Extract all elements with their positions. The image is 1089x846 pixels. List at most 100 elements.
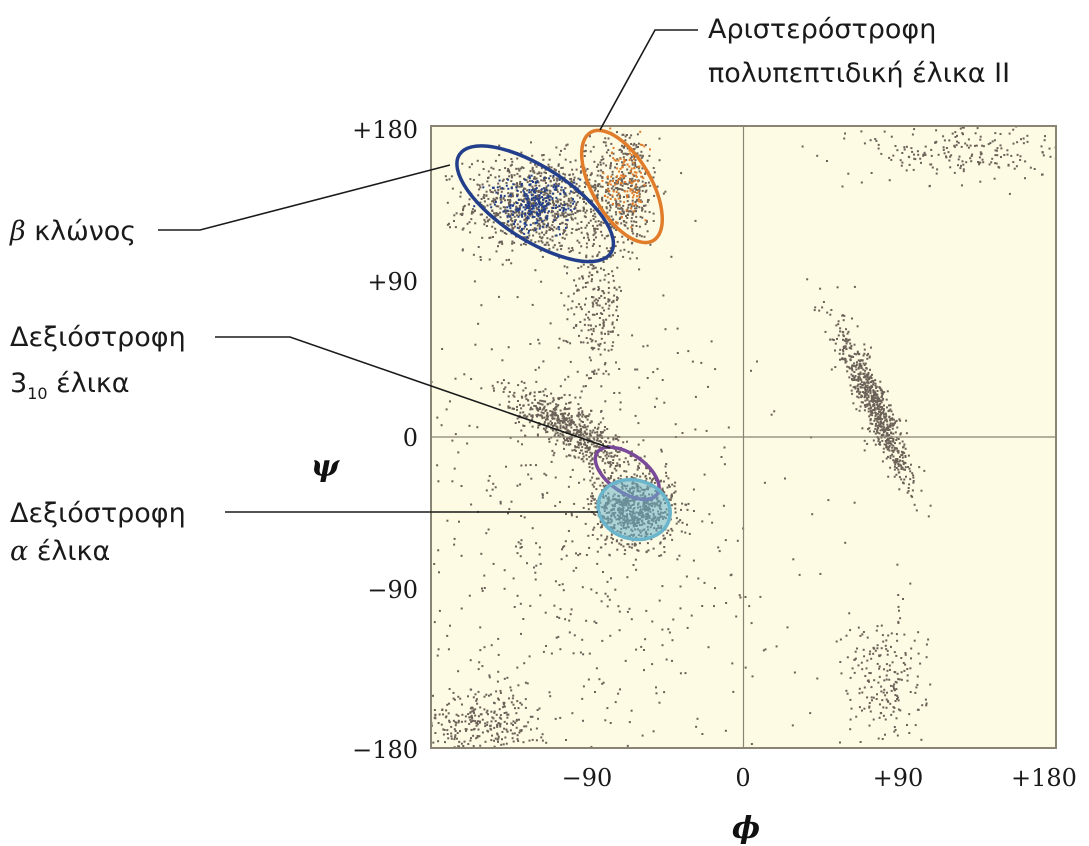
scatter-point: [545, 241, 548, 244]
scatter-point: [551, 199, 554, 202]
scatter-point: [581, 411, 584, 414]
scatter-point: [669, 533, 672, 536]
scatter-point: [606, 580, 609, 583]
scatter-point: [885, 639, 888, 642]
scatter-point: [591, 278, 593, 281]
scatter-point: [583, 150, 586, 153]
scatter-point: [882, 691, 885, 694]
scatter-point: [855, 715, 858, 718]
scatter-point: [872, 389, 875, 392]
scatter-point: [859, 363, 862, 365]
scatter-point: [572, 326, 575, 329]
scatter-point: [1022, 142, 1025, 145]
scatter-point: [553, 244, 556, 247]
scatter-point: [593, 189, 596, 192]
scatter-point: [594, 180, 597, 183]
scatter-point: [608, 478, 611, 481]
scatter-point: [618, 465, 621, 468]
scatter-point: [570, 210, 573, 213]
scatter-point: [563, 393, 566, 396]
scatter-point: [861, 395, 864, 398]
scatter-point: [508, 391, 511, 393]
scatter-point: [616, 158, 619, 161]
scatter-point: [583, 431, 586, 434]
scatter-point: [924, 153, 927, 156]
scatter-point: [479, 256, 482, 258]
scatter-point: [901, 460, 904, 462]
scatter-point: [904, 468, 906, 471]
scatter-point: [637, 179, 640, 182]
scatter-point: [868, 672, 871, 674]
scatter-point: [555, 213, 558, 215]
scatter-point: [979, 135, 982, 138]
scatter-point: [892, 413, 894, 416]
scatter-point: [547, 202, 550, 205]
scatter-point: [915, 509, 918, 512]
scatter-point: [613, 182, 616, 184]
scatter-point: [551, 417, 554, 420]
scatter-point: [581, 697, 584, 700]
scatter-point: [600, 431, 603, 434]
scatter-point: [557, 635, 560, 638]
scatter-point: [559, 716, 562, 719]
scatter-point: [596, 454, 599, 457]
scatter-point: [515, 208, 518, 211]
scatter-point: [544, 400, 547, 403]
scatter-point: [644, 475, 647, 478]
scatter-point: [460, 485, 463, 487]
scatter-point: [483, 646, 486, 649]
scatter-point: [967, 146, 970, 149]
scatter-point: [497, 182, 500, 185]
scatter-point: [886, 669, 889, 672]
scatter-point: [623, 470, 626, 473]
scatter-point: [598, 317, 601, 319]
scatter-point: [882, 413, 885, 416]
scatter-point: [844, 358, 847, 361]
scatter-point: [867, 352, 870, 355]
scatter-point: [612, 438, 615, 441]
scatter-point: [533, 227, 536, 230]
scatter-point: [894, 694, 897, 697]
scatter-point: [582, 385, 585, 388]
scatter-point: [547, 210, 550, 213]
scatter-point: [673, 485, 676, 488]
scatter-point: [495, 713, 498, 716]
scatter-point: [509, 686, 512, 689]
scatter-point: [615, 449, 618, 452]
scatter-point: [863, 352, 866, 355]
scatter-point: [438, 713, 441, 716]
scatter-point: [491, 191, 494, 194]
scatter-point: [602, 417, 605, 420]
scatter-point: [866, 388, 869, 391]
scatter-point: [872, 439, 875, 442]
scatter-point: [480, 552, 483, 555]
scatter-point: [529, 464, 532, 466]
scatter-point: [513, 223, 515, 226]
scatter-point: [600, 331, 603, 334]
scatter-point: [613, 454, 616, 457]
scatter-point: [516, 738, 519, 741]
scatter-point: [621, 235, 624, 238]
scatter-point: [607, 330, 610, 333]
scatter-point: [924, 145, 927, 148]
scatter-point: [851, 369, 854, 372]
scatter-point: [1019, 159, 1022, 161]
scatter-point: [583, 441, 586, 444]
scatter-point: [600, 534, 603, 537]
scatter-point: [605, 164, 608, 167]
scatter-point: [860, 378, 863, 381]
scatter-point: [924, 698, 927, 701]
scatter-point: [600, 224, 603, 227]
scatter-point: [495, 191, 498, 194]
scatter-point: [872, 396, 875, 399]
scatter-point: [894, 431, 897, 434]
scatter-point: [848, 612, 851, 615]
scatter-point: [561, 166, 564, 169]
scatter-point: [515, 545, 517, 548]
scatter-point: [855, 408, 858, 411]
scatter-point: [562, 191, 565, 193]
scatter-point: [533, 566, 535, 569]
scatter-point: [617, 192, 620, 195]
scatter-point: [497, 212, 500, 215]
scatter-point: [535, 227, 538, 230]
